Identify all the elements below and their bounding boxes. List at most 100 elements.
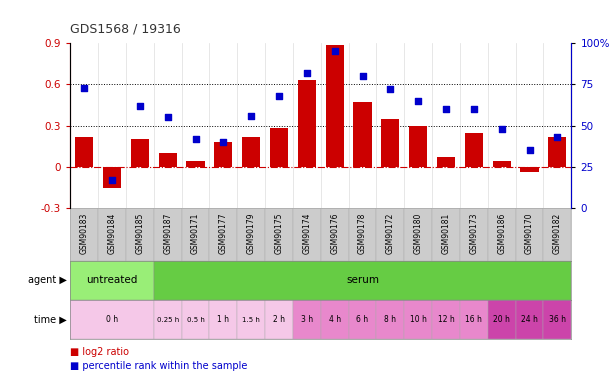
Bar — [293, 208, 321, 261]
Bar — [126, 208, 154, 261]
Text: GSM90179: GSM90179 — [247, 212, 255, 254]
Text: GSM90170: GSM90170 — [525, 212, 534, 254]
Point — [302, 70, 312, 76]
Text: 24 h: 24 h — [521, 315, 538, 324]
Text: 16 h: 16 h — [466, 315, 482, 324]
Text: GSM90182: GSM90182 — [553, 212, 562, 254]
Point — [163, 114, 172, 120]
Bar — [265, 208, 293, 261]
Point — [497, 126, 507, 132]
Bar — [349, 208, 376, 261]
Bar — [548, 136, 566, 167]
Point — [469, 106, 479, 112]
Text: GSM90181: GSM90181 — [442, 212, 450, 254]
Text: 8 h: 8 h — [384, 315, 397, 324]
Bar — [321, 300, 349, 339]
Bar — [98, 208, 126, 261]
Bar — [432, 208, 460, 261]
Text: GSM90177: GSM90177 — [219, 212, 228, 254]
Bar — [270, 128, 288, 167]
Bar — [404, 208, 432, 261]
Text: GSM90184: GSM90184 — [108, 212, 117, 254]
Bar — [381, 119, 400, 167]
Bar — [131, 140, 149, 167]
Bar — [154, 208, 181, 261]
Bar — [154, 300, 181, 339]
Point — [219, 139, 229, 145]
Text: GSM90172: GSM90172 — [386, 212, 395, 254]
Bar — [432, 300, 460, 339]
Bar — [75, 136, 93, 167]
Bar — [186, 161, 205, 167]
Bar — [349, 300, 376, 339]
Text: 6 h: 6 h — [356, 315, 368, 324]
Text: 4 h: 4 h — [329, 315, 341, 324]
Bar — [543, 300, 571, 339]
Bar — [460, 208, 488, 261]
Text: GSM90178: GSM90178 — [358, 212, 367, 254]
Text: GSM90176: GSM90176 — [330, 212, 339, 254]
Bar — [214, 142, 232, 167]
Text: GSM90171: GSM90171 — [191, 212, 200, 254]
Text: 20 h: 20 h — [493, 315, 510, 324]
Bar — [326, 45, 344, 167]
Bar — [103, 167, 121, 188]
Bar — [154, 261, 571, 300]
Bar — [521, 167, 538, 172]
Point — [246, 113, 256, 119]
Point — [386, 86, 395, 92]
Point — [357, 73, 367, 79]
Text: GDS1568 / 19316: GDS1568 / 19316 — [70, 22, 181, 36]
Text: GSM90187: GSM90187 — [163, 212, 172, 254]
Bar — [409, 126, 427, 167]
Bar — [70, 261, 154, 300]
Bar — [465, 132, 483, 167]
Text: GSM90185: GSM90185 — [136, 212, 144, 254]
Text: agent ▶: agent ▶ — [28, 275, 67, 285]
Bar — [265, 300, 293, 339]
Text: ■ percentile rank within the sample: ■ percentile rank within the sample — [70, 361, 247, 370]
Text: GSM90180: GSM90180 — [414, 212, 423, 254]
Text: untreated: untreated — [86, 275, 137, 285]
Text: GSM90174: GSM90174 — [302, 212, 312, 254]
Bar — [181, 300, 210, 339]
Point — [413, 98, 423, 104]
Text: serum: serum — [346, 275, 379, 285]
Bar — [210, 208, 237, 261]
Bar — [437, 157, 455, 167]
Text: 12 h: 12 h — [437, 315, 455, 324]
Point — [330, 48, 340, 54]
Bar — [159, 153, 177, 167]
Bar — [293, 300, 321, 339]
Bar — [237, 300, 265, 339]
Bar — [70, 300, 154, 339]
Bar — [376, 300, 404, 339]
Point — [191, 136, 200, 142]
Text: 1 h: 1 h — [218, 315, 229, 324]
Text: 3 h: 3 h — [301, 315, 313, 324]
Text: 2 h: 2 h — [273, 315, 285, 324]
Bar — [488, 300, 516, 339]
Bar — [181, 208, 210, 261]
Text: 10 h: 10 h — [410, 315, 426, 324]
Bar — [321, 208, 349, 261]
Bar — [242, 136, 260, 167]
Point — [274, 93, 284, 99]
Text: time ▶: time ▶ — [34, 315, 67, 325]
Text: GSM90186: GSM90186 — [497, 212, 506, 254]
Bar — [492, 161, 511, 167]
Text: 36 h: 36 h — [549, 315, 566, 324]
Point — [552, 134, 562, 140]
Text: GSM90175: GSM90175 — [274, 212, 284, 254]
Text: ■ log2 ratio: ■ log2 ratio — [70, 347, 130, 357]
Point — [79, 85, 89, 91]
Bar — [70, 208, 98, 261]
Bar — [488, 208, 516, 261]
Bar — [516, 208, 543, 261]
Bar — [354, 102, 371, 167]
Text: 0.5 h: 0.5 h — [186, 316, 205, 322]
Bar — [237, 208, 265, 261]
Point — [107, 177, 117, 183]
Text: 0.25 h: 0.25 h — [156, 316, 179, 322]
Point — [441, 106, 451, 112]
